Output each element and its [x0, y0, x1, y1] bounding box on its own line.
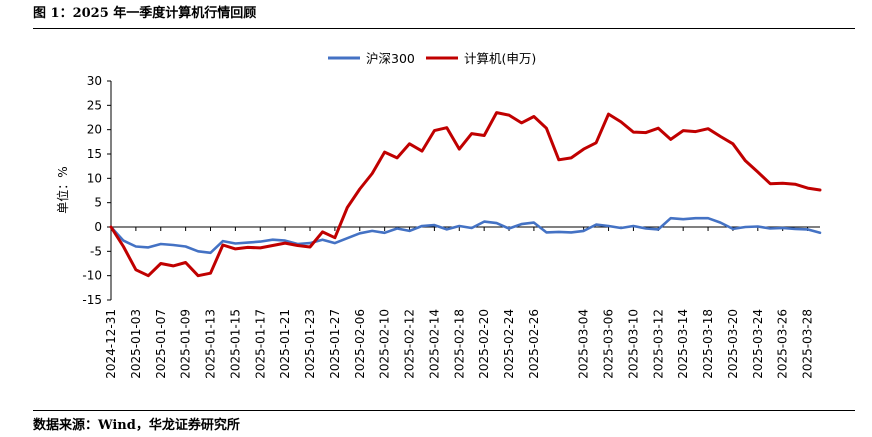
x-tick-label: 2024-12-31 [104, 309, 118, 379]
x-tick-label: 2025-02-18 [452, 309, 466, 379]
data-source-note: 数据来源：Wind，华龙证券研究所 [33, 418, 240, 433]
y-tick-label: 30 [87, 74, 102, 88]
x-tick-label: 2025-03-20 [726, 309, 740, 379]
y-tick-label: -15 [82, 293, 102, 307]
x-tick-label: 2025-02-26 [527, 309, 541, 379]
x-tick-label: 2025-03-14 [676, 309, 690, 379]
y-axis: -15 -10 -5 0 5 10 15 20 25 30 [82, 74, 112, 307]
x-tick-label: 2025-01-17 [253, 309, 267, 379]
x-tick-label: 2025-03-28 [801, 309, 815, 379]
x-tick-label: 2025-03-04 [577, 309, 591, 379]
y-tick-label: 15 [87, 147, 102, 161]
x-tick-label: 2025-03-10 [626, 309, 640, 379]
y-tick-label: 10 [87, 171, 102, 185]
x-axis: 2024-12-31 2025-01-03 2025-01-07 2025-01-09… [104, 226, 820, 379]
y-tick-label: 5 [94, 196, 102, 210]
x-tick-label: 2025-01-15 [228, 309, 242, 379]
legend-label-computer: 计算机(申万) [464, 51, 536, 66]
x-tick-label: 2025-01-03 [129, 309, 143, 379]
y-tick-label: 25 [87, 98, 102, 112]
x-tick-label: 2025-03-12 [651, 309, 665, 379]
x-tick-label: 2025-01-09 [179, 309, 193, 379]
legend: 沪深300 计算机(申万) [328, 51, 536, 66]
y-tick-label: -10 [82, 269, 102, 283]
x-tick-label: 2025-01-13 [204, 309, 218, 379]
series-line-hs300 [109, 216, 822, 255]
y-tick-label: -5 [90, 244, 102, 258]
line-chart: 沪深300 计算机(申万) -15 -10 -5 0 5 10 15 20 25 30 2024-… [55, 51, 822, 379]
x-tick-label: 2025-03-24 [751, 309, 765, 379]
figure-title: 图 1：2025 年一季度计算机行情回顾 [33, 6, 257, 21]
series-layer [109, 111, 822, 278]
x-tick-label: 2025-01-23 [303, 309, 317, 379]
x-tick-label: 2025-03-26 [776, 309, 790, 379]
top-rule [33, 28, 855, 29]
x-tick-label: 2025-01-21 [278, 309, 292, 379]
legend-label-hs300: 沪深300 [366, 51, 415, 66]
series-line-computer [109, 111, 822, 278]
x-tick-label: 2025-01-27 [328, 309, 342, 379]
y-axis-title: 单位：% [55, 166, 70, 213]
x-tick-label: 2025-02-10 [378, 309, 392, 379]
x-tick-label: 2025-02-14 [427, 309, 441, 379]
x-tick-label: 2025-02-06 [353, 309, 367, 379]
x-tick-label: 2025-02-20 [477, 309, 491, 379]
y-tick-label: 0 [94, 220, 102, 234]
x-tick-label: 2025-02-12 [403, 309, 417, 379]
x-tick-label: 2025-03-06 [602, 309, 616, 379]
y-tick-label: 20 [87, 123, 102, 137]
x-tick-label: 2025-01-07 [154, 309, 168, 379]
x-tick-label: 2025-02-24 [502, 309, 516, 379]
bottom-rule [33, 410, 855, 411]
x-tick-label: 2025-03-18 [701, 309, 715, 379]
